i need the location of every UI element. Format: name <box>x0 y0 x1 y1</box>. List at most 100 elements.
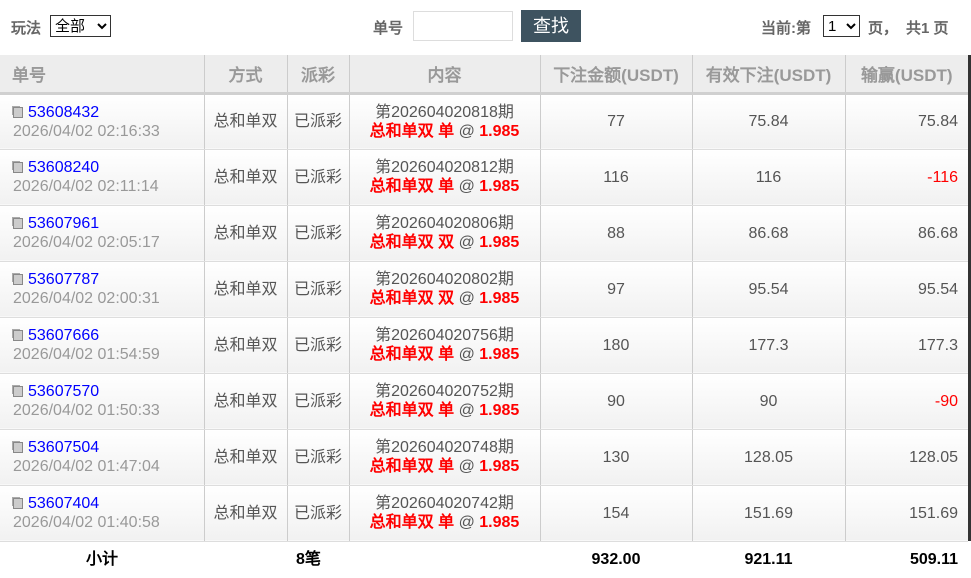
odds: 1.985 <box>479 514 520 531</box>
play-type-select[interactable]: 全部 <box>50 15 111 37</box>
col-content-header: 内容 <box>348 55 540 95</box>
mode-cell: 总和单双 <box>203 429 287 486</box>
status-cell: 已派彩 <box>286 373 349 430</box>
order-cell: 53608240 2026/04/02 02:11:14 <box>0 149 204 206</box>
table-row: 53608240 2026/04/02 02:11:14 总和单双 已派彩 第20… <box>0 149 968 206</box>
table-row: 53607404 2026/04/02 01:40:58 总和单双 已派彩 第20… <box>0 485 968 542</box>
copy-icon[interactable] <box>13 498 23 509</box>
content-cell: 第202604020818期 总和单双 单 @ 1.985 <box>348 93 540 150</box>
order-cell: 53607961 2026/04/02 02:05:17 <box>0 205 204 262</box>
mode-cell: 总和单双 <box>203 149 287 206</box>
bet-selection: 总和单双 双 <box>369 290 455 307</box>
amount-cell: 116 <box>539 149 692 206</box>
amount-cell: 180 <box>539 317 692 374</box>
order-cell: 53607570 2026/04/02 01:50:33 <box>0 373 204 430</box>
amount-cell: 90 <box>539 373 692 430</box>
order-id-link[interactable]: 53607787 <box>28 271 100 288</box>
subtotal-row: 小计 8笔 932.00 921.11 509.11 <box>0 541 968 578</box>
table-row: 53607570 2026/04/02 01:50:33 总和单双 已派彩 第20… <box>0 373 968 430</box>
col-mode-header: 方式 <box>203 55 287 95</box>
content-cell: 第202604020802期 总和单双 双 @ 1.985 <box>348 261 540 318</box>
bet-records-table: 单号 方式 派彩 内容 下注金额(USDT) 有效下注(USDT) 输赢(USDT) 536… <box>0 55 968 578</box>
content-cell: 第202604020748期 总和单双 单 @ 1.985 <box>348 429 540 486</box>
col-status-header: 派彩 <box>286 55 349 95</box>
subtotal-valid: 921.11 <box>692 541 845 578</box>
win-cell: -90 <box>844 373 968 430</box>
copy-icon[interactable] <box>13 106 23 118</box>
copy-icon[interactable] <box>13 218 23 229</box>
status-cell: 已派彩 <box>286 485 349 542</box>
valid-cell: 75.84 <box>691 93 845 150</box>
copy-icon[interactable] <box>13 274 23 285</box>
order-id-link[interactable]: 53607504 <box>28 439 100 456</box>
col-order-header: 单号 <box>0 55 204 95</box>
order-cell: 53607404 2026/04/02 01:40:58 <box>0 485 204 542</box>
win-cell: 128.05 <box>844 429 968 486</box>
period: 第202604020812期 <box>375 159 514 176</box>
order-time: 2026/04/02 01:54:59 <box>13 346 160 363</box>
order-cell: 53608432 2026/04/02 02:16:33 <box>0 93 204 150</box>
order-id-link[interactable]: 53607666 <box>28 327 100 344</box>
mode-cell: 总和单双 <box>203 317 287 374</box>
mode-cell: 总和单双 <box>203 93 287 150</box>
play-type-label: 玩法 <box>11 20 42 37</box>
period: 第202604020818期 <box>375 103 514 121</box>
period: 第202604020806期 <box>375 215 514 232</box>
win-cell: 75.84 <box>844 93 968 150</box>
order-id-link[interactable]: 53608432 <box>28 103 100 121</box>
amount-cell: 154 <box>539 485 692 542</box>
order-cell: 53607504 2026/04/02 01:47:04 <box>0 429 204 486</box>
table-right-border <box>968 55 971 541</box>
order-number-input[interactable] <box>413 11 513 41</box>
copy-icon[interactable] <box>13 162 23 173</box>
content-cell: 第202604020756期 总和单双 单 @ 1.985 <box>348 317 540 374</box>
at-sign: @ <box>458 122 475 140</box>
copy-icon[interactable] <box>13 386 23 397</box>
order-id-link[interactable]: 53608240 <box>28 159 100 176</box>
valid-cell: 177.3 <box>691 317 845 374</box>
win-cell: 177.3 <box>844 317 968 374</box>
win-cell: -116 <box>844 149 968 206</box>
order-time: 2026/04/02 02:11:14 <box>13 178 159 195</box>
order-time: 2026/04/02 02:05:17 <box>13 234 160 251</box>
copy-icon[interactable] <box>13 442 23 453</box>
order-id-link[interactable]: 53607404 <box>28 495 100 512</box>
col-amount-header: 下注金额(USDT) <box>539 55 692 95</box>
order-time: 2026/04/02 01:50:33 <box>13 402 160 419</box>
win-cell: 86.68 <box>844 205 968 262</box>
copy-icon[interactable] <box>13 330 23 341</box>
period: 第202604020742期 <box>375 495 514 512</box>
at-sign: @ <box>458 346 475 363</box>
col-win-header: 输赢(USDT) <box>844 55 968 95</box>
subtotal-label: 小计 <box>0 541 204 578</box>
table-row: 53608432 2026/04/02 02:16:33 总和单双 已派彩 第20… <box>0 93 968 150</box>
search-button[interactable]: 查找 <box>521 10 581 42</box>
status-cell: 已派彩 <box>286 205 349 262</box>
amount-cell: 77 <box>539 93 692 150</box>
page-select[interactable]: 1 <box>823 15 860 37</box>
content-cell: 第202604020806期 总和单双 双 @ 1.985 <box>348 205 540 262</box>
period: 第202604020748期 <box>375 439 514 456</box>
bet-selection: 总和单双 双 <box>369 234 455 251</box>
order-id-link[interactable]: 53607570 <box>28 383 100 400</box>
odds: 1.985 <box>479 290 520 307</box>
pager-suffix: 页， <box>868 20 899 37</box>
amount-cell: 88 <box>539 205 692 262</box>
mode-cell: 总和单双 <box>203 261 287 318</box>
mode-cell: 总和单双 <box>203 373 287 430</box>
table-header: 单号 方式 派彩 内容 下注金额(USDT) 有效下注(USDT) 输赢(USDT) <box>0 55 968 95</box>
bet-selection: 总和单双 单 <box>369 458 455 475</box>
pager-total: 共1 页 <box>906 20 949 37</box>
col-valid-header: 有效下注(USDT) <box>691 55 845 95</box>
order-id-link[interactable]: 53607961 <box>28 215 100 232</box>
odds: 1.985 <box>479 122 520 140</box>
bet-selection: 总和单双 单 <box>369 178 455 195</box>
subtotal-count: 8笔 <box>287 541 540 578</box>
mode-cell: 总和单双 <box>203 485 287 542</box>
at-sign: @ <box>458 178 475 195</box>
table-row: 53607666 2026/04/02 01:54:59 总和单双 已派彩 第20… <box>0 317 968 374</box>
subtotal-win: 509.11 <box>845 541 968 578</box>
valid-cell: 86.68 <box>691 205 845 262</box>
odds: 1.985 <box>479 458 520 475</box>
status-cell: 已派彩 <box>286 429 349 486</box>
